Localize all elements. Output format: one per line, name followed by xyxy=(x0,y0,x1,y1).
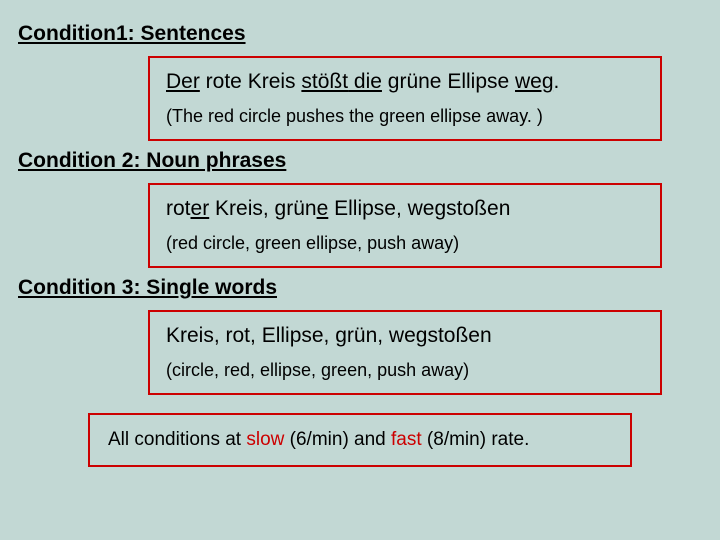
footer-pre: All conditions at xyxy=(108,429,246,450)
word-e: e xyxy=(317,197,329,220)
condition2-heading: Condition 2: Noun phrases xyxy=(18,149,702,173)
word-er: er xyxy=(191,197,210,220)
condition2-translation: (red circle, green ellipse, push away) xyxy=(166,233,644,254)
condition3-heading: Condition 3: Single words xyxy=(18,276,702,300)
footer-fast-rate: (8/min) rate. xyxy=(422,429,530,450)
footer-box: All conditions at slow (6/min) and fast … xyxy=(88,413,632,467)
condition3-box: Kreis, rot, Ellipse, grün, wegstoßen (ci… xyxy=(148,310,662,395)
word-der: Der xyxy=(166,70,200,93)
word-rot: rot xyxy=(166,197,191,220)
slide: Condition1: Sentences Der rote Kreis stö… xyxy=(0,0,720,540)
word-gruene-ellipse: grüne Ellipse xyxy=(382,70,515,93)
period: . xyxy=(554,70,560,93)
condition3-sentence: Kreis, rot, Ellipse, grün, wegstoßen xyxy=(166,324,644,348)
footer-slow: slow xyxy=(246,429,284,450)
word-weg: weg xyxy=(515,70,554,93)
condition2-sentence: roter Kreis, grüne Ellipse, wegstoßen xyxy=(166,197,644,221)
word-kreis: Kreis, grün xyxy=(209,197,316,220)
condition2-box: roter Kreis, grüne Ellipse, wegstoßen (r… xyxy=(148,183,662,268)
footer-slow-rate: (6/min) and xyxy=(284,429,391,450)
footer-fast: fast xyxy=(391,429,422,450)
word-rest: Ellipse, wegstoßen xyxy=(328,197,510,220)
condition1-box: Der rote Kreis stößt die grüne Ellipse w… xyxy=(148,56,662,141)
condition1-sentence: Der rote Kreis stößt die grüne Ellipse w… xyxy=(166,70,644,94)
condition1-translation: (The red circle pushes the green ellipse… xyxy=(166,106,644,127)
word-die: die xyxy=(348,70,382,93)
word-rote-kreis: rote Kreis xyxy=(200,70,302,93)
word-stoesst: stößt xyxy=(301,70,348,93)
condition3-translation: (circle, red, ellipse, green, push away) xyxy=(166,360,644,381)
condition1-heading: Condition1: Sentences xyxy=(18,22,702,46)
